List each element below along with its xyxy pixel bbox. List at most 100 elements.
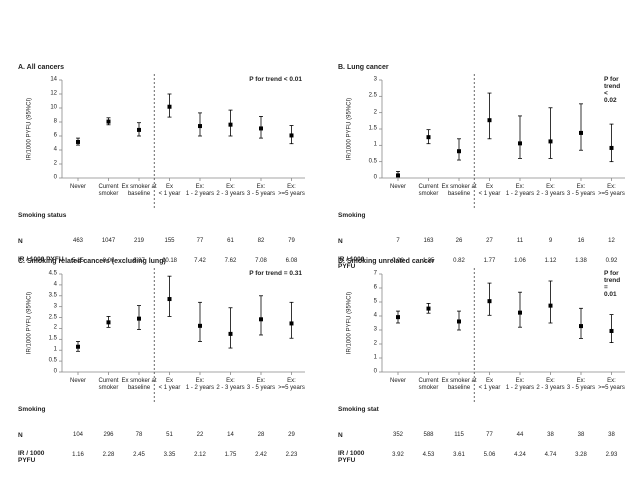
point bbox=[76, 139, 80, 144]
n-label: N bbox=[338, 238, 343, 245]
x-tick-label: Ex: 2 - 3 years bbox=[536, 184, 565, 197]
ir-value: 3.61 bbox=[453, 452, 465, 458]
ir-value: 3.28 bbox=[575, 452, 587, 458]
point bbox=[228, 122, 233, 127]
point bbox=[518, 141, 522, 146]
x-tick-label: Current smoker bbox=[98, 378, 119, 391]
n-value: 38 bbox=[547, 432, 554, 438]
ir-value: 2.45 bbox=[133, 452, 145, 458]
n-label: N bbox=[338, 432, 343, 439]
y-tick-label: 2 bbox=[53, 324, 57, 331]
y-tick-label: 2 bbox=[373, 109, 377, 116]
ir-value: 4.24 bbox=[514, 452, 526, 458]
point bbox=[487, 299, 492, 304]
y-tick-label: 2.5 bbox=[368, 92, 377, 99]
x-tick-label: Ex < 1 year bbox=[478, 378, 501, 391]
n-value: 38 bbox=[577, 432, 585, 438]
n-value: 14 bbox=[227, 432, 234, 438]
n-value: 588 bbox=[423, 432, 434, 438]
ir-value: 1.25 bbox=[422, 258, 435, 264]
n-value: 29 bbox=[288, 432, 295, 438]
y-tick-label: 4 bbox=[53, 146, 57, 153]
n-value: 78 bbox=[135, 432, 143, 438]
ir-label: IR / 1000 PYFU bbox=[18, 450, 45, 464]
point bbox=[289, 321, 294, 326]
y-tick-label: 1 bbox=[373, 354, 377, 361]
ir-value: 2.42 bbox=[255, 452, 267, 458]
y-tick-label: 1.5 bbox=[48, 335, 57, 342]
ir-value: 7.08 bbox=[255, 258, 267, 264]
ir-value: 1.38 bbox=[575, 258, 587, 264]
n-value: 22 bbox=[196, 432, 204, 438]
x-tick-label: Never bbox=[69, 378, 87, 384]
y-tick-label: 12 bbox=[50, 90, 57, 97]
y-tick-label: 7 bbox=[373, 270, 377, 277]
x-tick-label: Ex: 1 - 2 years bbox=[505, 378, 535, 391]
panel-title: B. Lung cancer bbox=[338, 64, 389, 71]
y-tick-label: 4.5 bbox=[48, 270, 57, 277]
n-value: 16 bbox=[577, 238, 585, 244]
point bbox=[518, 310, 522, 315]
y-tick-label: 3 bbox=[373, 326, 377, 333]
n-value: 82 bbox=[257, 238, 265, 244]
y-tick-label: 4 bbox=[373, 312, 377, 319]
ir-label: IR / 1000 PYFU bbox=[18, 256, 64, 263]
x-tick-label: Ex: 1 - 2 years bbox=[185, 378, 215, 391]
point bbox=[579, 324, 583, 329]
x-tick-label: Ex: 3 - 5 years bbox=[566, 378, 596, 391]
y-tick-label: 2 bbox=[53, 160, 57, 167]
n-value: 463 bbox=[72, 238, 84, 244]
row-label: Smoking stat bbox=[338, 406, 379, 413]
ir-value: 6.87 bbox=[133, 258, 145, 264]
y-axis-label: IR/1000 PYFU (95%CI) bbox=[346, 291, 353, 355]
n-value: 352 bbox=[392, 432, 404, 438]
point bbox=[457, 319, 461, 324]
ir-value: 5.15 bbox=[72, 258, 84, 264]
x-tick-label: Ex: 2 - 3 years bbox=[216, 378, 245, 391]
ir-value: 1.06 bbox=[514, 258, 526, 264]
y-tick-label: 0.5 bbox=[368, 158, 377, 165]
ir-value: 1.77 bbox=[483, 258, 496, 264]
x-tick-label: Ex: 1 - 2 years bbox=[185, 184, 215, 197]
ir-value: 10.18 bbox=[161, 258, 178, 264]
point bbox=[167, 297, 172, 302]
row-label: Smoking status bbox=[18, 212, 67, 219]
x-tick-label: Never bbox=[69, 184, 87, 190]
point bbox=[198, 323, 202, 328]
n-value: 296 bbox=[103, 432, 114, 438]
y-tick-label: 3 bbox=[373, 76, 377, 83]
y-axis-label: IR/1000 PYFU (95%CI) bbox=[346, 97, 353, 161]
x-tick-label: Ex: >=5 years bbox=[278, 184, 305, 197]
n-label: N bbox=[18, 238, 23, 245]
x-tick-label: Ex smoker at baseline bbox=[121, 184, 157, 197]
y-tick-label: 10 bbox=[50, 104, 57, 111]
panel-title: D. Smoking unrelated cancer bbox=[338, 258, 435, 265]
point bbox=[259, 317, 263, 322]
row-label: Smoking bbox=[18, 406, 46, 413]
point bbox=[548, 303, 553, 308]
p-trend: P for trend < 0.01 bbox=[249, 76, 302, 83]
ir-value: 0.08 bbox=[392, 258, 404, 264]
point bbox=[106, 320, 111, 325]
ir-value: 1.75 bbox=[224, 452, 237, 458]
ir-value: 1.16 bbox=[72, 452, 84, 458]
y-tick-label: 5 bbox=[373, 298, 377, 305]
n-value: 51 bbox=[166, 432, 173, 438]
n-value: 61 bbox=[227, 238, 234, 244]
n-value: 155 bbox=[164, 238, 175, 244]
point bbox=[487, 118, 492, 123]
y-tick-label: 2 bbox=[373, 340, 377, 347]
ir-value: 4.74 bbox=[544, 452, 557, 458]
n-label: N bbox=[18, 432, 23, 439]
x-tick-label: Ex: >=5 years bbox=[598, 184, 625, 197]
point bbox=[259, 126, 263, 131]
y-tick-label: 0 bbox=[373, 174, 377, 181]
panel-title: A. All cancers bbox=[18, 64, 65, 71]
ir-value: 5.06 bbox=[483, 452, 496, 458]
p-trend: P for trend = 0.31 bbox=[249, 270, 302, 277]
y-axis-label: IR/1000 PYFU (95%CI) bbox=[26, 97, 33, 161]
x-tick-label: Ex smoker at baseline bbox=[441, 184, 477, 197]
n-value: 27 bbox=[486, 238, 493, 244]
n-value: 26 bbox=[455, 238, 463, 244]
x-tick-label: Ex smoker at baseline bbox=[121, 378, 157, 391]
